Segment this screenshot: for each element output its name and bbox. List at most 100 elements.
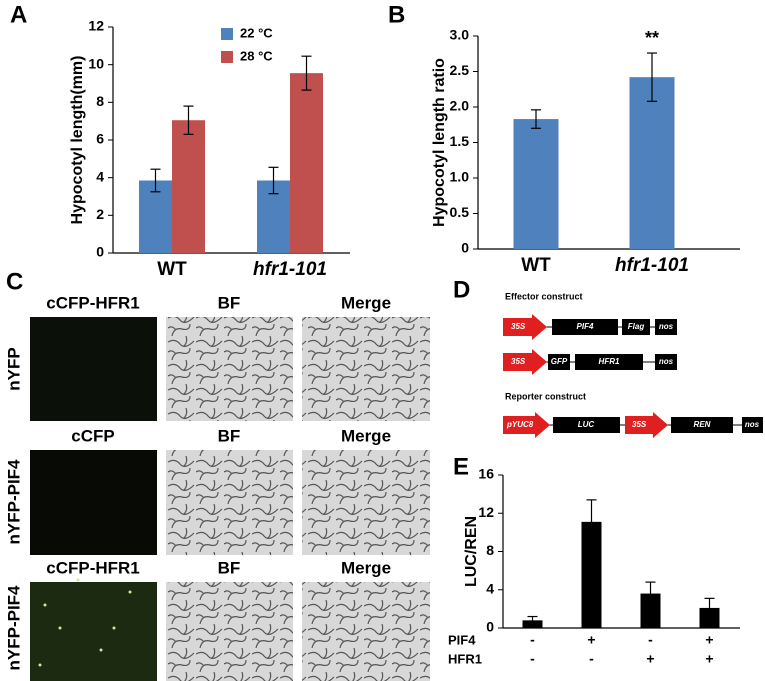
factor-sign: - [589, 651, 594, 667]
gene-box [742, 417, 763, 433]
panel-label: C [6, 268, 23, 295]
legend-label: 22 °C [240, 25, 273, 40]
panel-label: D [453, 276, 470, 303]
promoter-arrow [503, 412, 550, 438]
gene-box [575, 354, 643, 370]
construct-title: Effector construct [505, 291, 583, 301]
y-tick-label: 1.5 [450, 133, 470, 149]
column-label: BF [218, 426, 241, 445]
panel-label: E [453, 453, 469, 480]
legend-swatch [221, 51, 233, 63]
column-label: cCFP [71, 426, 114, 445]
factor-sign: - [530, 651, 535, 667]
promoter-arrow [625, 412, 668, 438]
gene-box [552, 319, 618, 335]
bar [629, 77, 675, 250]
bar [640, 593, 661, 628]
x-tick-label: hfr1-101 [615, 255, 689, 276]
row-label: nYFP [4, 347, 23, 390]
legend-swatch [221, 28, 233, 40]
gene-box [622, 319, 650, 335]
y-tick-label: 16 [478, 466, 494, 482]
construct-part: Flag [628, 322, 645, 331]
factor-sign: + [587, 632, 595, 648]
image [302, 450, 430, 555]
bar [290, 73, 323, 254]
y-tick-label: 2 [96, 206, 104, 222]
column-label: BF [218, 293, 241, 312]
column-label: Merge [341, 293, 391, 312]
bar [513, 119, 559, 249]
construct-part: 35S [511, 357, 526, 366]
x-tick-label: WT [157, 259, 187, 280]
y-tick-label: 6 [96, 131, 104, 147]
construct-part: 35S [511, 322, 526, 331]
construct-part: PIF4 [577, 322, 594, 331]
factor-sign: + [705, 651, 713, 667]
y-tick-label: 0.5 [450, 204, 470, 220]
construct-part: nos [745, 420, 760, 429]
y-tick-label: 3.0 [450, 27, 470, 43]
factor-sign: - [530, 632, 535, 648]
factor-sign: + [705, 632, 713, 648]
legend-label: 28 °C [240, 48, 273, 63]
gene-box [655, 319, 677, 335]
column-label: cCFP-HFR1 [46, 558, 140, 577]
construct-part: nos [659, 357, 674, 366]
microscopy: cCFP-HFR1 BF Merge cCFP BF Merge cCFP-HF… [4, 293, 430, 681]
image [30, 450, 157, 555]
construct-title: Reporter construct [505, 391, 586, 401]
promoter-arrow [503, 349, 547, 375]
column-label: Merge [341, 426, 391, 445]
y-tick-label: 2.0 [450, 98, 470, 114]
y-tick-label: 2.5 [450, 62, 470, 78]
row-label: nYFP-PIF4 [4, 585, 23, 671]
y-tick-label: 8 [486, 542, 494, 558]
factor-name: PIF4 [448, 632, 476, 647]
construct-part: GFP [551, 357, 568, 366]
y-tick-label: 8 [96, 93, 104, 109]
panel-label: B [388, 1, 405, 28]
gene-box [671, 417, 733, 433]
gene-box [553, 417, 620, 433]
y-tick-label: 0 [96, 244, 104, 260]
bar [581, 521, 602, 628]
y-tick-label: 1.0 [450, 169, 470, 185]
construct-part: REN [694, 420, 711, 429]
y-axis-label: Hypocotyl length ratio [431, 58, 448, 227]
y-axis-label: Hypocotyl length(mm) [69, 56, 86, 225]
y-tick-label: 0 [486, 619, 494, 635]
y-tick-label: 4 [96, 168, 104, 184]
promoter-arrow [503, 314, 547, 340]
image [30, 317, 157, 421]
construct-part: LUC [578, 420, 595, 429]
y-tick-label: 10 [88, 55, 104, 71]
image [166, 317, 293, 421]
image [30, 582, 157, 681]
y-tick-label: 0 [461, 240, 469, 256]
bar [172, 120, 205, 253]
image [166, 450, 293, 555]
image [302, 582, 430, 681]
bar [139, 180, 172, 253]
panel-label: A [10, 1, 27, 28]
column-label: BF [218, 558, 241, 577]
factor-sign: - [648, 632, 653, 648]
y-tick-label: 12 [88, 18, 104, 34]
construct-part: nos [659, 322, 674, 331]
y-tick-label: 4 [486, 580, 494, 596]
row-label: nYFP-PIF4 [4, 459, 23, 545]
factor-sign: + [646, 651, 654, 667]
fluorescent-dots [38, 578, 132, 667]
y-axis-label: LUC/REN [463, 516, 480, 587]
image [166, 582, 293, 681]
annotation: ** [645, 28, 659, 48]
y-tick-label: 12 [478, 504, 494, 520]
factor-name: HFR1 [448, 651, 482, 666]
image [302, 317, 430, 421]
gene-box [548, 354, 570, 370]
construct-part: 35S [632, 420, 647, 429]
column-label: cCFP-HFR1 [46, 293, 140, 312]
x-tick-label: WT [521, 255, 551, 276]
